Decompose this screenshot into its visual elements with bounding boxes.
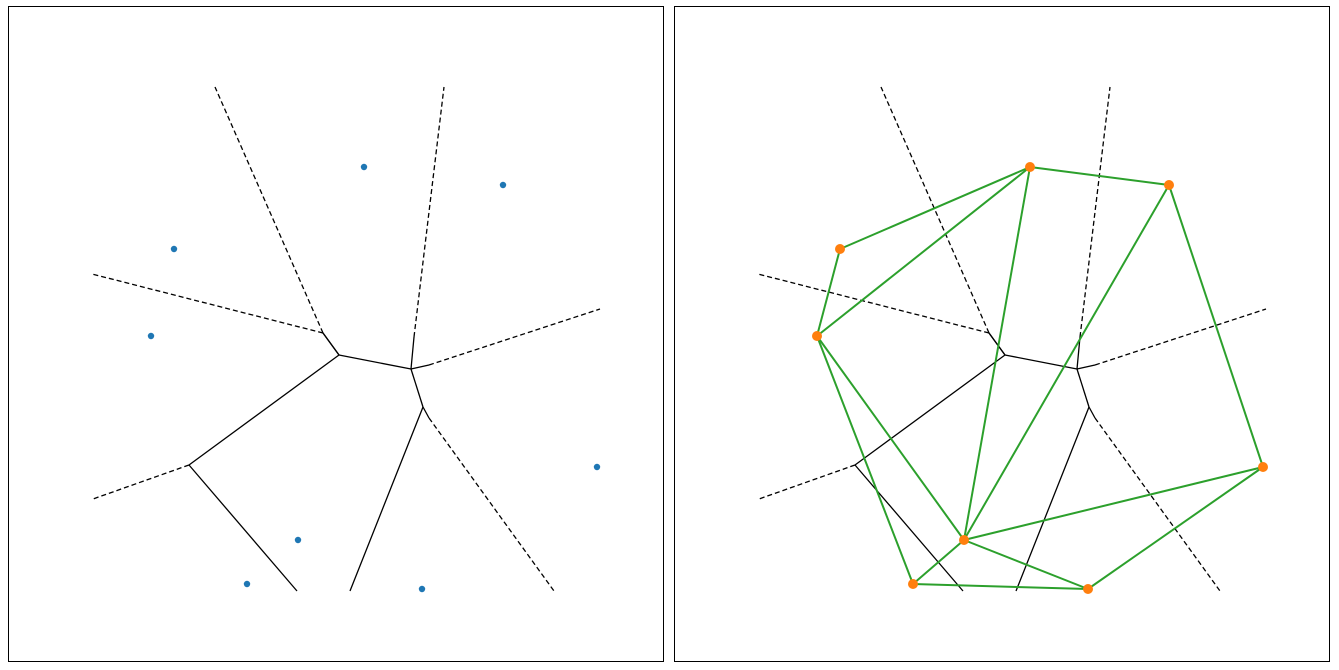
voronoi-edge (349, 406, 424, 592)
delaunay-edge (963, 166, 1031, 541)
voronoi-edge (188, 354, 340, 466)
delaunay-edge (1029, 166, 1170, 186)
delaunay-point (1025, 162, 1035, 172)
delaunay-point (1083, 584, 1093, 594)
delaunay-edge (963, 466, 1264, 541)
delaunay-point (1164, 180, 1174, 190)
site-point (360, 163, 368, 171)
voronoi-delaunay-panel (674, 6, 1330, 662)
voronoi-edge (1076, 364, 1096, 370)
site-point (593, 463, 601, 471)
voronoi-edge (1076, 336, 1081, 370)
voronoi-ray (1094, 417, 1221, 592)
voronoi-delaunay-plot (757, 86, 1268, 594)
voronoi-ray (758, 464, 856, 500)
voronoi-ray (757, 273, 990, 334)
voronoi-ray (428, 417, 555, 592)
delaunay-edge (1087, 466, 1264, 590)
site-point (418, 585, 426, 593)
voronoi-edge (410, 368, 424, 408)
voronoi-panel (8, 6, 664, 662)
site-point (243, 580, 251, 588)
delaunay-point (908, 579, 918, 589)
voronoi-edge (1088, 406, 1096, 419)
voronoi-edge (988, 332, 1006, 356)
voronoi-edge (322, 332, 340, 356)
voronoi-ray (428, 308, 601, 366)
voronoi-ray (880, 86, 990, 334)
delaunay-point (835, 244, 845, 254)
delaunay-edge (1168, 184, 1264, 468)
voronoi-edge (1076, 368, 1090, 408)
delaunay-edge (816, 248, 841, 337)
site-point (147, 332, 155, 340)
voronoi-ray (214, 86, 324, 334)
site-point (294, 536, 302, 544)
delaunay-edge (963, 539, 1089, 590)
delaunay-point (1258, 462, 1268, 472)
voronoi-plot (91, 86, 601, 593)
voronoi-ray (92, 464, 190, 500)
voronoi-edge (410, 364, 430, 370)
voronoi-edge (410, 336, 415, 370)
voronoi-edge (188, 464, 298, 592)
delaunay-edge (963, 184, 1170, 541)
voronoi-ray (413, 86, 445, 338)
voronoi-ray (91, 273, 324, 334)
voronoi-edge (1015, 406, 1090, 592)
voronoi-edge (338, 354, 412, 370)
site-point (499, 181, 507, 189)
voronoi-ray (1094, 308, 1267, 366)
delaunay-edge (912, 583, 1089, 590)
delaunay-edge (816, 335, 965, 541)
delaunay-edge (912, 539, 965, 585)
voronoi-edge (422, 406, 430, 419)
delaunay-point (812, 331, 822, 341)
site-point (170, 245, 178, 253)
delaunay-edge (839, 166, 1031, 250)
voronoi-ray (1079, 86, 1111, 338)
delaunay-point (959, 535, 969, 545)
delaunay-edge (816, 335, 914, 585)
voronoi-edge (854, 464, 964, 592)
voronoi-edge (854, 354, 1006, 466)
delaunay-edge (816, 166, 1031, 337)
